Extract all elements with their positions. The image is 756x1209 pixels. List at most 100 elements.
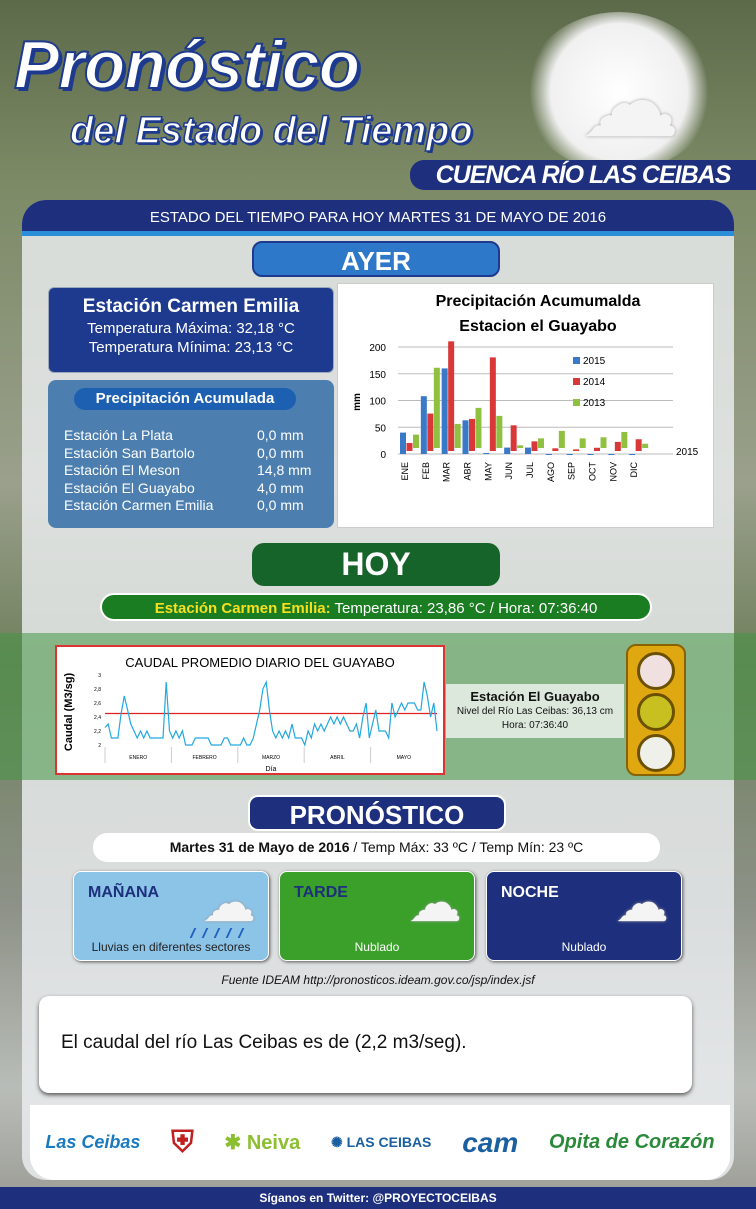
rain-drops-icon — [186, 928, 246, 940]
month-label: FEBRERO — [193, 755, 217, 761]
guayabo-time: Hora: 07:36:40 — [501, 720, 569, 731]
bar-2013 — [517, 445, 524, 448]
temp-max: Temperatura Máxima: 32,18 °C — [87, 320, 295, 337]
precip-value: 0,0 mm — [257, 497, 304, 513]
y-tick-label: 2,4 — [94, 715, 101, 721]
y-tick-label: 3 — [98, 673, 101, 679]
bar-2015 — [504, 447, 511, 454]
bar-2013 — [433, 367, 440, 448]
legend-label: 2015 — [583, 356, 606, 367]
period-desc: Lluvias en diferentes sectores — [91, 940, 251, 954]
month-label: MARZO — [262, 755, 280, 761]
x-tick-label: FEB — [421, 462, 431, 480]
green-light — [637, 734, 675, 772]
bar-2013 — [538, 438, 544, 448]
precip-row: Estación San Bartolo 0,0 mm — [64, 445, 314, 461]
month-label: MAYO — [397, 755, 411, 761]
period-name: TARDE — [294, 884, 348, 901]
forecast-noche: NOCHE ☁ Nublado — [486, 871, 682, 961]
station-name: Estación La Plata — [64, 427, 173, 443]
y-tick-label: 2 — [98, 743, 101, 749]
station-name: Estación El Guayabo — [64, 479, 195, 496]
bar-2014 — [531, 441, 538, 451]
y-tick-label: 100 — [369, 397, 386, 408]
precipitation-title: Precipitación Acumulada — [74, 388, 296, 410]
bar-2013 — [642, 443, 649, 448]
bar-2014 — [469, 418, 475, 451]
bar-2014 — [614, 441, 621, 451]
legend-label: 2014 — [583, 377, 606, 388]
y-tick-label: 2,6 — [94, 701, 101, 707]
bar-2014 — [427, 413, 434, 451]
today-reading: Estación Carmen Emilia: Temperatura: 23,… — [100, 593, 652, 621]
x-tick-label: ENE — [400, 462, 410, 481]
forecast-manana: MAÑANA ☁ Lluvias en diferentes sectores — [73, 871, 269, 961]
bar-2014 — [573, 449, 580, 451]
x-axis-label: Día — [266, 766, 277, 773]
chart-title: Estacion el Guayabo — [459, 318, 617, 335]
y-axis-label: Caudal (M3/sg) — [63, 673, 75, 752]
traffic-light-icon — [626, 644, 686, 776]
cloud-icon: ☁ — [615, 873, 669, 933]
bar-2013 — [558, 430, 565, 448]
precip-row: Estación La Plata 0,0 mm — [64, 427, 314, 443]
bar-2015 — [566, 454, 573, 455]
x-tick-label: AGO — [546, 462, 556, 482]
rain-drop — [201, 928, 209, 938]
bar-2015 — [525, 447, 531, 454]
precipitation-chart: Precipitación Acumumalda Estacion el Guay… — [337, 283, 714, 528]
precip-value: 4,0 mm — [257, 479, 304, 496]
bar-2013 — [496, 415, 503, 448]
bar-2013 — [579, 438, 586, 448]
caudal-chart: CAUDAL PROMEDIO DIARIO DEL GUAYABO Caudal… — [55, 645, 445, 775]
bar-2015 — [545, 454, 552, 455]
x-tick-label: DIC — [629, 462, 639, 478]
bar-2015 — [420, 396, 427, 454]
bar-2015 — [587, 454, 594, 455]
legend-label: 2013 — [583, 398, 606, 409]
x-tick-label: NOV — [608, 462, 618, 482]
carmen-emilia-card: Estación Carmen Emilia Temperatura Máxim… — [48, 287, 334, 373]
temp-min: Temperatura Mínima: 23,13 °C — [88, 339, 294, 356]
ceibas-text: LAS CEIBAS — [346, 1134, 432, 1150]
station-title: Estación Carmen Emilia — [82, 296, 300, 317]
x-tick-label: MAR — [442, 462, 452, 483]
rain-drop — [213, 928, 221, 938]
y-tick-label: 50 — [375, 423, 387, 434]
bar-2014 — [489, 357, 496, 451]
x-tick-label: OCT — [588, 462, 598, 482]
bar-2014 — [552, 448, 559, 451]
guayabo-station: Estación El Guayabo Nivel del Río Las Ce… — [446, 684, 624, 738]
cloud-icon: ☁ — [408, 873, 462, 933]
title: Pronóstico — [13, 27, 361, 103]
y-tick-label: 150 — [369, 370, 386, 381]
y-tick-label: 2,8 — [94, 687, 101, 693]
month-label: ENERO — [129, 755, 147, 761]
bar-2015 — [400, 432, 406, 454]
neiva-text: Neiva — [246, 1132, 301, 1154]
bar-2013 — [454, 423, 461, 448]
bar-2013 — [413, 434, 419, 448]
pronostico-heading: PRONÓSTICO — [248, 795, 506, 831]
cloud-logo-icon: ☁ — [524, 12, 714, 172]
y-axis-label: mm — [352, 393, 363, 411]
sponsor-logos: Las Ceibas ⛨ ✱ Neiva ✺ LAS CEIBAS cam Op… — [30, 1105, 730, 1180]
cloud-icon: ☁ — [580, 46, 680, 158]
footer-twitter: Síganos en Twitter: @PROYECTOCEIBAS — [0, 1187, 756, 1209]
logo-opita: Opita de Corazón — [549, 1131, 715, 1153]
period-desc: Nublado — [354, 940, 400, 954]
chart-title: CAUDAL PROMEDIO DIARIO DEL GUAYABO — [125, 655, 394, 670]
bar-2015 — [462, 420, 469, 454]
bar-2014 — [448, 341, 455, 451]
month-label: ABRIL — [330, 755, 345, 761]
legend-swatch — [573, 357, 580, 364]
bar-2015 — [441, 368, 448, 454]
bar-2015 — [629, 454, 636, 455]
bar-2015 — [483, 452, 490, 454]
station-name: Estación El Meson — [64, 462, 180, 478]
station-name: Estación San Bartolo — [64, 444, 195, 461]
chart-title: Precipitación Acumumalda — [436, 293, 641, 310]
y-tick-label: 200 — [369, 343, 386, 354]
legend-swatch — [573, 378, 580, 385]
precip-value: 0,0 mm — [257, 427, 304, 443]
